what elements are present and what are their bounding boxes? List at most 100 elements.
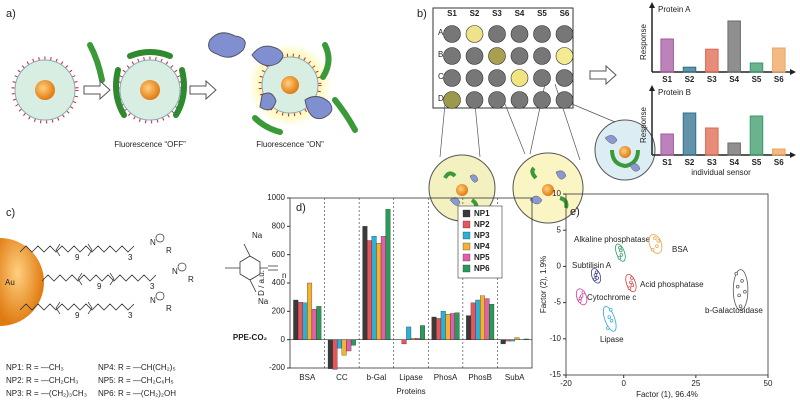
point (581, 290, 586, 295)
point (734, 271, 739, 276)
bar (367, 240, 372, 340)
group-label: Alkaline phosphatase (574, 235, 651, 244)
bar (401, 339, 407, 345)
column-label: S3 (492, 9, 502, 18)
chain-count: 9 (97, 282, 102, 291)
group-label: Lipase (600, 335, 624, 344)
bar (410, 338, 416, 340)
point (593, 273, 598, 277)
axis-arrow (649, 2, 655, 8)
illustration-shape (589, 64, 617, 86)
group-ellipse (732, 269, 749, 311)
point (618, 245, 622, 250)
point (737, 293, 741, 298)
point (619, 253, 624, 257)
chain-count: 9 (75, 311, 80, 320)
illustration-shape (252, 42, 358, 135)
x-tick-label: S5 (752, 75, 762, 84)
illustration-shape (281, 76, 299, 94)
group-ellipse (575, 288, 588, 306)
illustration-shape (208, 32, 246, 58)
column-label: S4 (515, 9, 525, 18)
chart-title: Protein A (658, 5, 691, 14)
x-tick-label: 0 (621, 379, 626, 388)
illustration-shape (439, 83, 616, 161)
point (595, 276, 599, 280)
panel-label: d) (296, 202, 306, 214)
group-label: Subtilisin A (572, 261, 612, 270)
point (630, 283, 635, 287)
x-tick-label: b-Gal (367, 373, 387, 382)
point (743, 289, 747, 294)
well (510, 25, 529, 43)
bar (682, 66, 697, 73)
x-axis-label: individual sensor (691, 168, 751, 177)
well (465, 69, 484, 87)
point (653, 236, 657, 240)
bar (705, 127, 719, 156)
legend-label: NP2 (474, 220, 490, 229)
y-axis-label: D / a.u. (257, 270, 266, 296)
bar (450, 313, 455, 340)
illustration-shape (35, 80, 55, 100)
legend-label: NP3 (474, 231, 490, 240)
illustration-shape (251, 45, 333, 120)
y-tick-label: 1000 (267, 193, 285, 202)
group-ellipse (602, 306, 617, 332)
point (627, 286, 632, 290)
x-tick-label: PhosA (434, 373, 458, 382)
illustration-shape (449, 135, 641, 206)
ammonium: N (172, 267, 178, 276)
x-tick-label: SubA (505, 373, 525, 382)
panel-label: b) (417, 8, 427, 20)
row-label: D (438, 94, 444, 103)
point (629, 280, 633, 285)
y-tick-label: -5 (554, 298, 562, 307)
point (607, 315, 612, 319)
legend-label: NP1 (474, 209, 490, 218)
illustration-shape (83, 79, 111, 101)
well (488, 69, 506, 87)
point (656, 239, 661, 243)
y-tick-label: 0 (281, 335, 286, 344)
repeat-n: n (282, 271, 286, 280)
illustration-shape (140, 80, 160, 100)
illustration-shape (19, 245, 135, 253)
column-label: S1 (447, 9, 457, 18)
point (655, 244, 659, 248)
bar (470, 302, 476, 340)
group-ellipse (648, 234, 663, 254)
np-variant: NP5: R = —CH₂C₆H₅ (98, 376, 174, 385)
chain-count: 9 (75, 253, 80, 262)
legend-swatch (462, 209, 471, 218)
well (443, 91, 461, 109)
bar (682, 112, 697, 156)
bar (293, 299, 299, 340)
y-axis-label: Response (639, 23, 648, 60)
bar (489, 304, 495, 340)
well (510, 91, 529, 109)
y-axis-label: Response (639, 106, 648, 143)
bar (445, 314, 451, 340)
np-variant: NP4: R = —CH(CH₂)₅ (98, 363, 176, 372)
bar (337, 339, 343, 349)
bar (705, 48, 719, 73)
well (443, 69, 461, 87)
well (555, 69, 574, 87)
column-label: S2 (470, 9, 480, 18)
x-tick-label: S6 (774, 75, 784, 84)
bar (514, 337, 520, 340)
panel-label: a) (6, 8, 16, 20)
counter-ion: Na (252, 231, 263, 240)
row-label: A (438, 28, 444, 37)
panel-c: c) Au (0, 207, 278, 326)
x-tick-label: S3 (707, 158, 717, 167)
bar (440, 311, 446, 340)
illustration-shape (11, 56, 79, 124)
y-axis-label: Factor (2), 1.9% (539, 256, 548, 313)
np-complex (113, 49, 187, 124)
legend-swatch (462, 231, 471, 240)
well (488, 91, 506, 109)
bar (660, 133, 674, 156)
